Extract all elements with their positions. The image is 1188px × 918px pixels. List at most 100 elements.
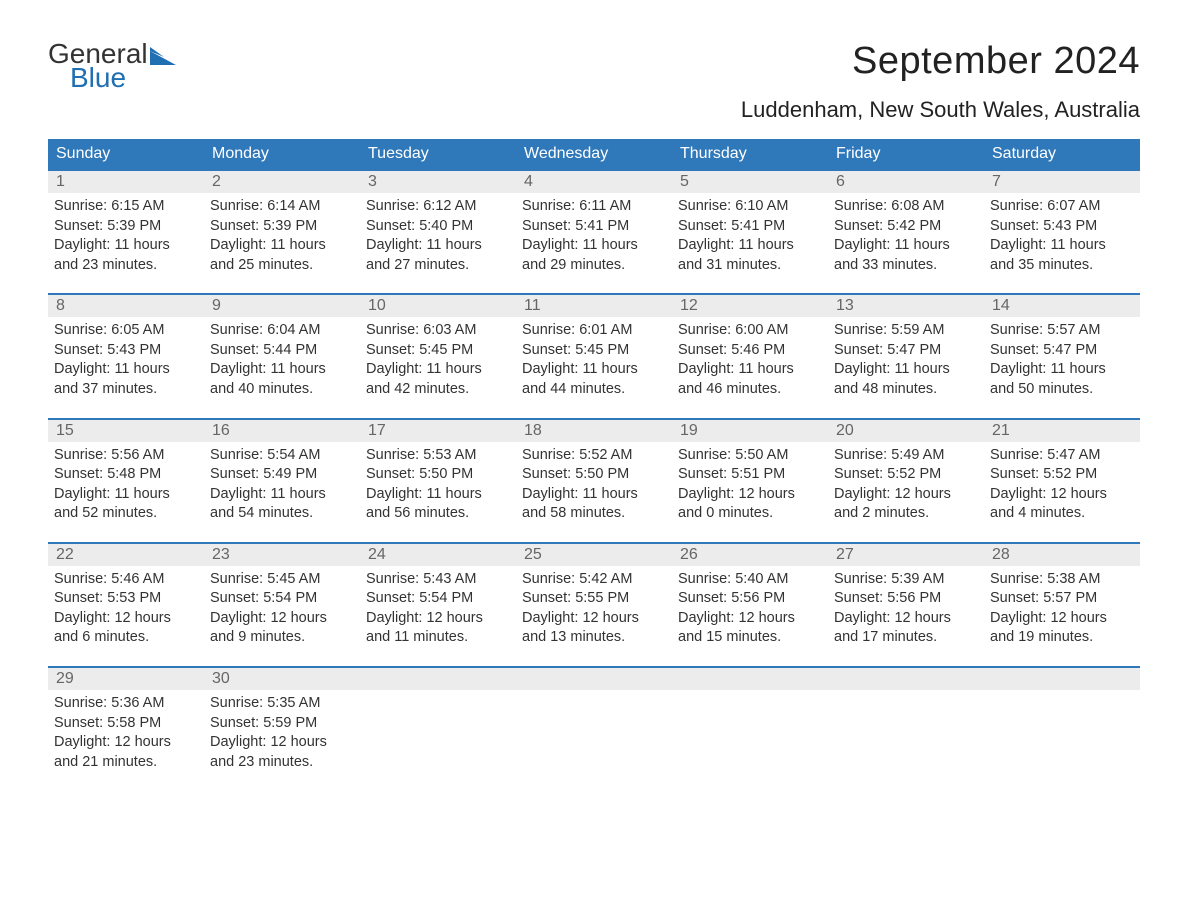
day-number: 9 [204, 295, 360, 317]
calendar-day [360, 668, 516, 778]
daylight-line: Daylight: 11 hours and 58 minutes. [522, 485, 666, 524]
calendar-day: 17Sunrise: 5:53 AMSunset: 5:50 PMDayligh… [360, 420, 516, 530]
sunrise-line: Sunrise: 5:38 AM [990, 570, 1134, 590]
day-number: 14 [984, 295, 1140, 317]
day-details: Sunrise: 5:45 AMSunset: 5:54 PMDaylight:… [204, 566, 360, 648]
day-number: 7 [984, 171, 1140, 193]
dow-friday: Friday [828, 139, 984, 169]
sunrise-line: Sunrise: 6:08 AM [834, 197, 978, 217]
sunset-line: Sunset: 5:41 PM [678, 217, 822, 237]
sunrise-line: Sunrise: 5:40 AM [678, 570, 822, 590]
calendar: Sunday Monday Tuesday Wednesday Thursday… [48, 139, 1140, 778]
sunrise-line: Sunrise: 6:00 AM [678, 321, 822, 341]
sunrise-line: Sunrise: 5:43 AM [366, 570, 510, 590]
day-details: Sunrise: 6:14 AMSunset: 5:39 PMDaylight:… [204, 193, 360, 275]
day-details: Sunrise: 6:11 AMSunset: 5:41 PMDaylight:… [516, 193, 672, 275]
sunrise-line: Sunrise: 5:39 AM [834, 570, 978, 590]
calendar-week: 15Sunrise: 5:56 AMSunset: 5:48 PMDayligh… [48, 418, 1140, 530]
day-number: 19 [672, 420, 828, 442]
daylight-line: Daylight: 11 hours and 37 minutes. [54, 360, 198, 399]
brand-logo: General Blue [48, 40, 176, 92]
day-number: 6 [828, 171, 984, 193]
sunset-line: Sunset: 5:43 PM [990, 217, 1134, 237]
daylight-line: Daylight: 12 hours and 9 minutes. [210, 609, 354, 648]
sunrise-line: Sunrise: 6:03 AM [366, 321, 510, 341]
day-details: Sunrise: 5:43 AMSunset: 5:54 PMDaylight:… [360, 566, 516, 648]
calendar-day: 21Sunrise: 5:47 AMSunset: 5:52 PMDayligh… [984, 420, 1140, 530]
sunrise-line: Sunrise: 6:11 AM [522, 197, 666, 217]
day-number: 20 [828, 420, 984, 442]
daylight-line: Daylight: 12 hours and 2 minutes. [834, 485, 978, 524]
day-of-week-header: Sunday Monday Tuesday Wednesday Thursday… [48, 139, 1140, 169]
day-number: 4 [516, 171, 672, 193]
day-details: Sunrise: 5:38 AMSunset: 5:57 PMDaylight:… [984, 566, 1140, 648]
sunrise-line: Sunrise: 5:59 AM [834, 321, 978, 341]
daylight-line: Daylight: 12 hours and 11 minutes. [366, 609, 510, 648]
day-details: Sunrise: 6:03 AMSunset: 5:45 PMDaylight:… [360, 317, 516, 399]
sunset-line: Sunset: 5:55 PM [522, 589, 666, 609]
sunrise-line: Sunrise: 5:53 AM [366, 446, 510, 466]
calendar-day: 6Sunrise: 6:08 AMSunset: 5:42 PMDaylight… [828, 171, 984, 281]
sunrise-line: Sunrise: 5:54 AM [210, 446, 354, 466]
day-number: 30 [204, 668, 360, 690]
calendar-week: 8Sunrise: 6:05 AMSunset: 5:43 PMDaylight… [48, 293, 1140, 405]
day-number [672, 668, 828, 690]
sunset-line: Sunset: 5:50 PM [366, 465, 510, 485]
sunrise-line: Sunrise: 5:35 AM [210, 694, 354, 714]
calendar-week: 1Sunrise: 6:15 AMSunset: 5:39 PMDaylight… [48, 169, 1140, 281]
calendar-day: 22Sunrise: 5:46 AMSunset: 5:53 PMDayligh… [48, 544, 204, 654]
sunrise-line: Sunrise: 6:05 AM [54, 321, 198, 341]
daylight-line: Daylight: 11 hours and 56 minutes. [366, 485, 510, 524]
daylight-line: Daylight: 11 hours and 52 minutes. [54, 485, 198, 524]
sunrise-line: Sunrise: 5:52 AM [522, 446, 666, 466]
calendar-day: 15Sunrise: 5:56 AMSunset: 5:48 PMDayligh… [48, 420, 204, 530]
month-title: September 2024 [741, 40, 1140, 83]
day-details: Sunrise: 5:47 AMSunset: 5:52 PMDaylight:… [984, 442, 1140, 524]
daylight-line: Daylight: 12 hours and 19 minutes. [990, 609, 1134, 648]
calendar-day: 1Sunrise: 6:15 AMSunset: 5:39 PMDaylight… [48, 171, 204, 281]
sunrise-line: Sunrise: 5:49 AM [834, 446, 978, 466]
day-details: Sunrise: 5:54 AMSunset: 5:49 PMDaylight:… [204, 442, 360, 524]
daylight-line: Daylight: 12 hours and 23 minutes. [210, 733, 354, 772]
day-details: Sunrise: 6:07 AMSunset: 5:43 PMDaylight:… [984, 193, 1140, 275]
calendar-day [828, 668, 984, 778]
day-details: Sunrise: 5:40 AMSunset: 5:56 PMDaylight:… [672, 566, 828, 648]
sunset-line: Sunset: 5:47 PM [834, 341, 978, 361]
calendar-day: 26Sunrise: 5:40 AMSunset: 5:56 PMDayligh… [672, 544, 828, 654]
sunrise-line: Sunrise: 6:12 AM [366, 197, 510, 217]
day-number [360, 668, 516, 690]
calendar-day: 29Sunrise: 5:36 AMSunset: 5:58 PMDayligh… [48, 668, 204, 778]
sunset-line: Sunset: 5:52 PM [834, 465, 978, 485]
sunrise-line: Sunrise: 5:47 AM [990, 446, 1134, 466]
day-details: Sunrise: 5:53 AMSunset: 5:50 PMDaylight:… [360, 442, 516, 524]
sunset-line: Sunset: 5:54 PM [366, 589, 510, 609]
day-details: Sunrise: 6:00 AMSunset: 5:46 PMDaylight:… [672, 317, 828, 399]
daylight-line: Daylight: 11 hours and 44 minutes. [522, 360, 666, 399]
day-number [828, 668, 984, 690]
day-number: 23 [204, 544, 360, 566]
daylight-line: Daylight: 11 hours and 25 minutes. [210, 236, 354, 275]
calendar-day: 18Sunrise: 5:52 AMSunset: 5:50 PMDayligh… [516, 420, 672, 530]
calendar-day [672, 668, 828, 778]
day-number: 26 [672, 544, 828, 566]
calendar-day: 16Sunrise: 5:54 AMSunset: 5:49 PMDayligh… [204, 420, 360, 530]
calendar-day: 11Sunrise: 6:01 AMSunset: 5:45 PMDayligh… [516, 295, 672, 405]
daylight-line: Daylight: 11 hours and 46 minutes. [678, 360, 822, 399]
day-details: Sunrise: 6:15 AMSunset: 5:39 PMDaylight:… [48, 193, 204, 275]
sunrise-line: Sunrise: 5:45 AM [210, 570, 354, 590]
dow-thursday: Thursday [672, 139, 828, 169]
sunset-line: Sunset: 5:40 PM [366, 217, 510, 237]
sunrise-line: Sunrise: 6:14 AM [210, 197, 354, 217]
sunset-line: Sunset: 5:49 PM [210, 465, 354, 485]
day-details: Sunrise: 6:10 AMSunset: 5:41 PMDaylight:… [672, 193, 828, 275]
flag-icon [150, 47, 176, 65]
calendar-day: 2Sunrise: 6:14 AMSunset: 5:39 PMDaylight… [204, 171, 360, 281]
day-number [516, 668, 672, 690]
calendar-day [984, 668, 1140, 778]
calendar-day: 27Sunrise: 5:39 AMSunset: 5:56 PMDayligh… [828, 544, 984, 654]
day-details: Sunrise: 5:35 AMSunset: 5:59 PMDaylight:… [204, 690, 360, 772]
dow-wednesday: Wednesday [516, 139, 672, 169]
calendar-day: 24Sunrise: 5:43 AMSunset: 5:54 PMDayligh… [360, 544, 516, 654]
sunset-line: Sunset: 5:44 PM [210, 341, 354, 361]
dow-saturday: Saturday [984, 139, 1140, 169]
